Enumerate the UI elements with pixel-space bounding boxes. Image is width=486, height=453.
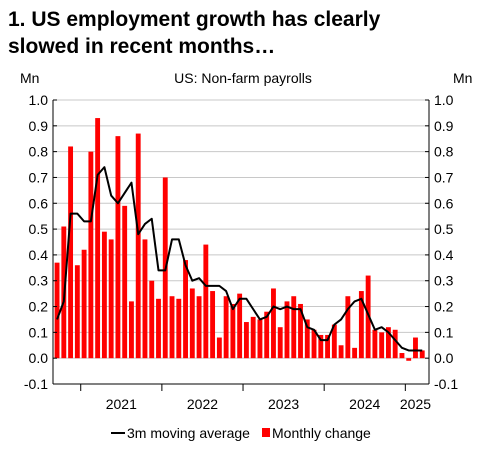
monthly-change-bar [264, 311, 270, 359]
monthly-change-bar [358, 291, 364, 359]
axes [52, 99, 430, 391]
monthly-change-bars [54, 118, 425, 361]
y-tick-label-right: 0.0 [434, 350, 454, 366]
y-tick-label-left: 0.3 [29, 273, 49, 289]
monthly-change-bar [176, 298, 182, 359]
monthly-change-bar [284, 301, 290, 359]
monthly-change-bar [74, 265, 80, 359]
y-axis-label-right: Mn [453, 70, 472, 86]
monthly-change-bar [68, 146, 74, 359]
monthly-change-bar [156, 298, 161, 359]
monthly-change-bar [257, 319, 263, 359]
y-tick-label-left: 0.8 [29, 144, 49, 160]
monthly-change-bar [372, 329, 378, 359]
monthly-change-bar [54, 262, 60, 359]
monthly-change-bar [399, 353, 405, 359]
y-axis-label-left: Mn [20, 70, 39, 86]
moving-average-line [56, 166, 423, 352]
monthly-change-bar [243, 322, 249, 359]
y-tick-label-left: 0.6 [29, 195, 49, 211]
monthly-change-bar [413, 337, 418, 359]
monthly-change-bar [81, 249, 87, 359]
monthly-change-bar [210, 291, 216, 359]
y-tick-label-right: 0.5 [434, 221, 454, 237]
y-tick-label-right: 0.7 [434, 169, 454, 185]
monthly-change-bar [298, 303, 303, 359]
monthly-change-bar [88, 151, 94, 359]
monthly-change-bar [135, 133, 141, 359]
y-tick-label-left: 0.2 [29, 299, 49, 315]
chart-title-line-2: slowed in recent months… [8, 35, 276, 58]
monthly-change-bar [419, 350, 425, 359]
monthly-change-bar [291, 296, 297, 359]
monthly-change-bar [392, 329, 398, 359]
y-tick-label-right: 0.4 [434, 247, 454, 263]
legend-bar-label: Monthly change [272, 425, 371, 441]
monthly-change-bar [95, 118, 101, 359]
legend: 3m moving average Monthly change [111, 425, 371, 441]
y-tick-label-left: 0.5 [29, 221, 49, 237]
legend-line-label: 3m moving average [127, 425, 250, 441]
monthly-change-bar [169, 296, 175, 359]
monthly-change-bar [379, 332, 385, 359]
monthly-change-bar [196, 296, 202, 359]
x-year-label: 2023 [268, 396, 299, 412]
y-tick-label-right: 0.8 [434, 144, 454, 160]
monthly-change-bar [365, 275, 371, 359]
plot-title: US: Non-farm payrolls [174, 70, 312, 86]
monthly-change-bar [250, 316, 256, 359]
monthly-change-bar [318, 334, 324, 359]
y-tick-label-left: 0.7 [29, 169, 49, 185]
monthly-change-bar [223, 296, 229, 359]
y-tick-label-right: 0.1 [434, 324, 454, 340]
y-tick-label-left: 0.1 [29, 324, 49, 340]
monthly-change-bar [101, 231, 107, 359]
monthly-change-bar [406, 358, 412, 361]
chart-title-line-1: 1. US employment growth has clearly [8, 8, 381, 31]
monthly-change-bar [331, 324, 337, 359]
y-tick-label-right: 0.3 [434, 273, 454, 289]
chart-title: 1. US employment growth has clearly slow… [8, 6, 478, 60]
x-year-label: 2024 [349, 396, 380, 412]
y-tick-label-right: -0.1 [434, 376, 458, 392]
legend-bar-swatch [262, 428, 270, 437]
monthly-change-bar [230, 303, 236, 359]
y-tick-label-right: 1.0 [434, 92, 454, 108]
monthly-change-bar [277, 327, 283, 359]
y-tick-label-left: -0.1 [24, 376, 48, 392]
monthly-change-bar [142, 239, 148, 359]
monthly-change-bar [385, 327, 391, 359]
y-tick-label-right: 0.6 [434, 195, 454, 211]
monthly-change-bar [189, 288, 195, 359]
y-tick-label-right: 0.9 [434, 118, 454, 134]
monthly-change-bar [311, 329, 317, 359]
monthly-change-bar [338, 345, 344, 359]
x-year-label: 2021 [106, 396, 137, 412]
monthly-change-bar [304, 319, 310, 359]
y-tick-label-left: 0.4 [29, 247, 49, 263]
monthly-change-bar [271, 288, 276, 359]
monthly-change-bar [325, 334, 330, 359]
monthly-change-bar [115, 136, 121, 359]
monthly-change-bar [237, 293, 243, 359]
monthly-change-bar [216, 337, 222, 359]
x-year-label: 2025 [400, 396, 431, 412]
y-tick-label-right: 0.2 [434, 299, 454, 315]
monthly-change-bar [352, 347, 358, 359]
y-tick-label-left: 0.0 [29, 350, 49, 366]
monthly-change-bar [149, 280, 155, 359]
monthly-change-bar [203, 244, 209, 359]
y-tick-label-left: 0.9 [29, 118, 49, 134]
tick-labels: -0.1 -0.1 0.0 0.0 0.1 0.1 0.2 0.2 0.3 0.3 0.4 0.4 0.… [24, 92, 458, 412]
monthly-change-bar [122, 205, 128, 359]
monthly-change-bar [108, 239, 114, 359]
monthly-change-bar [345, 296, 351, 359]
y-tick-label-left: 1.0 [29, 92, 49, 108]
moving-average-polyline [56, 166, 423, 352]
monthly-change-bar [129, 301, 134, 359]
monthly-change-bar [183, 260, 188, 359]
x-year-label: 2022 [187, 396, 218, 412]
